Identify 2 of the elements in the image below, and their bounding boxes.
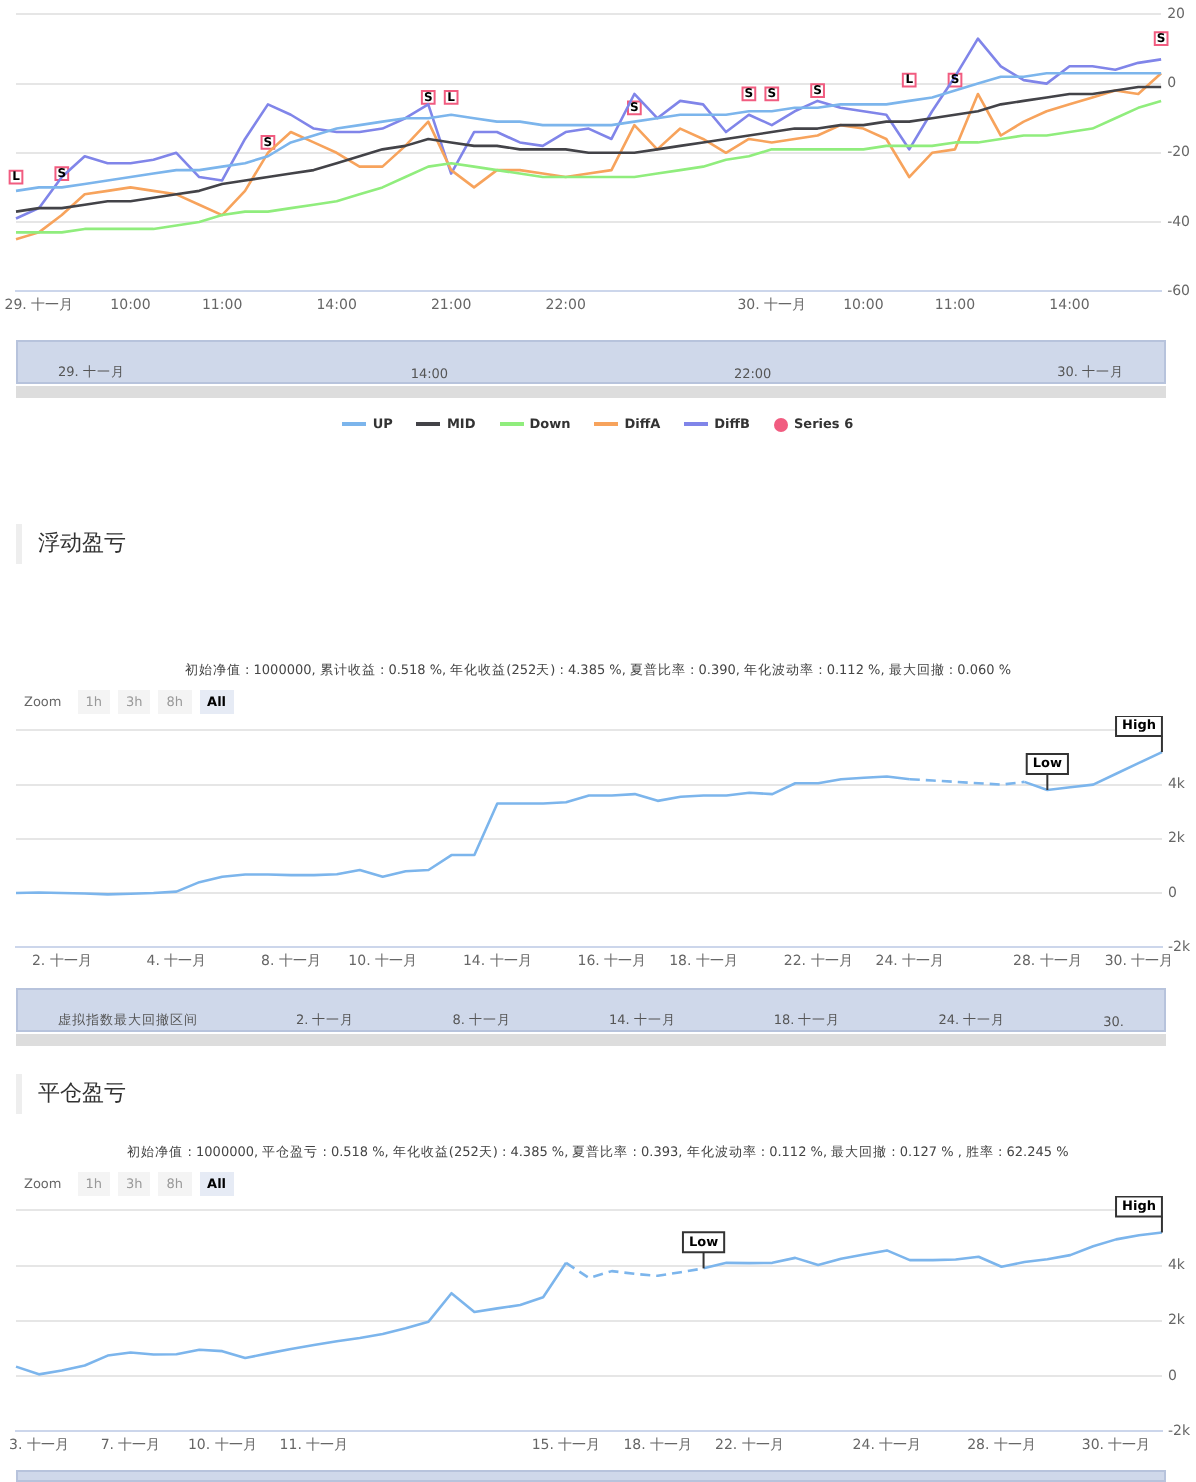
chart-title: 平仓盈亏 (16, 1074, 126, 1114)
chart-title: 浮动盈亏 (16, 524, 126, 564)
